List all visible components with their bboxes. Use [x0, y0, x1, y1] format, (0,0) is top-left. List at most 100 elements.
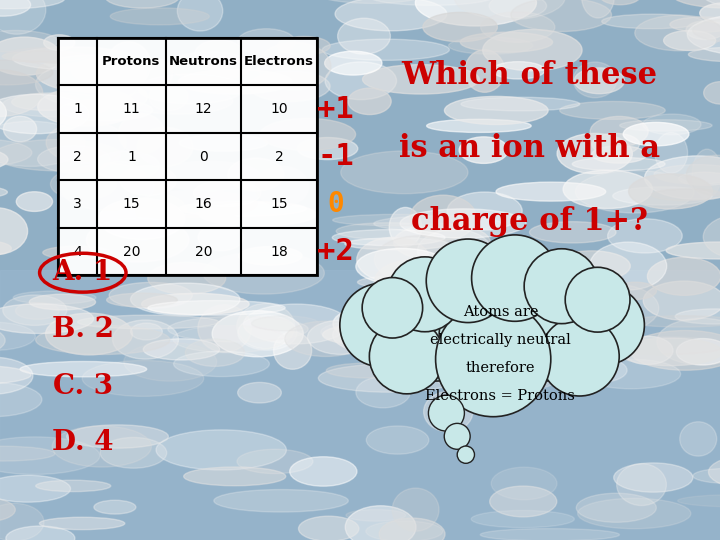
- Ellipse shape: [12, 47, 135, 70]
- Text: B. 2: B. 2: [52, 316, 114, 343]
- Ellipse shape: [444, 97, 548, 125]
- Ellipse shape: [15, 302, 59, 319]
- Ellipse shape: [357, 238, 430, 282]
- Ellipse shape: [664, 31, 716, 50]
- Ellipse shape: [652, 189, 720, 201]
- Ellipse shape: [565, 286, 644, 364]
- Ellipse shape: [82, 361, 204, 396]
- Ellipse shape: [655, 132, 688, 173]
- Ellipse shape: [686, 21, 720, 39]
- Ellipse shape: [577, 498, 691, 529]
- Ellipse shape: [693, 149, 720, 198]
- Ellipse shape: [195, 40, 244, 68]
- Text: 0: 0: [199, 150, 208, 164]
- Ellipse shape: [573, 62, 617, 98]
- Ellipse shape: [325, 51, 382, 75]
- Ellipse shape: [363, 65, 480, 94]
- Text: 11: 11: [122, 102, 140, 116]
- Ellipse shape: [620, 120, 712, 131]
- Ellipse shape: [149, 83, 188, 111]
- Ellipse shape: [46, 122, 126, 164]
- Ellipse shape: [439, 281, 547, 389]
- Ellipse shape: [179, 201, 307, 217]
- Ellipse shape: [374, 236, 464, 284]
- Ellipse shape: [277, 36, 330, 55]
- Ellipse shape: [613, 463, 693, 492]
- Ellipse shape: [700, 3, 720, 23]
- Ellipse shape: [547, 257, 581, 282]
- Ellipse shape: [168, 52, 252, 80]
- Ellipse shape: [489, 0, 546, 18]
- Ellipse shape: [491, 467, 557, 500]
- Ellipse shape: [390, 207, 422, 247]
- Ellipse shape: [256, 166, 309, 206]
- Ellipse shape: [0, 322, 35, 350]
- FancyBboxPatch shape: [58, 38, 317, 275]
- Text: 20: 20: [194, 245, 212, 259]
- Ellipse shape: [0, 446, 55, 461]
- Ellipse shape: [325, 62, 397, 99]
- Text: 4: 4: [73, 245, 82, 259]
- Ellipse shape: [6, 526, 75, 540]
- Ellipse shape: [0, 94, 89, 134]
- Ellipse shape: [333, 309, 389, 339]
- Ellipse shape: [647, 258, 720, 295]
- Ellipse shape: [0, 498, 15, 522]
- Ellipse shape: [557, 133, 632, 174]
- Ellipse shape: [428, 395, 464, 431]
- Ellipse shape: [130, 283, 240, 315]
- Ellipse shape: [366, 426, 429, 454]
- Ellipse shape: [0, 93, 6, 133]
- Ellipse shape: [529, 222, 616, 243]
- Ellipse shape: [307, 320, 374, 354]
- Ellipse shape: [670, 17, 720, 32]
- Ellipse shape: [362, 278, 423, 338]
- Ellipse shape: [599, 0, 641, 5]
- Ellipse shape: [138, 127, 193, 166]
- Ellipse shape: [0, 208, 27, 254]
- Ellipse shape: [459, 137, 508, 164]
- Text: 3: 3: [73, 197, 82, 211]
- Ellipse shape: [481, 287, 566, 330]
- Ellipse shape: [606, 337, 720, 354]
- Ellipse shape: [185, 339, 245, 367]
- Ellipse shape: [582, 0, 614, 18]
- Ellipse shape: [387, 257, 462, 332]
- Ellipse shape: [444, 423, 470, 449]
- Ellipse shape: [666, 242, 720, 259]
- Ellipse shape: [686, 155, 720, 195]
- Ellipse shape: [343, 306, 466, 340]
- Ellipse shape: [356, 377, 410, 408]
- Ellipse shape: [119, 113, 164, 154]
- Ellipse shape: [356, 248, 447, 285]
- Ellipse shape: [67, 425, 168, 448]
- Ellipse shape: [0, 325, 5, 355]
- Ellipse shape: [461, 97, 580, 111]
- Ellipse shape: [0, 503, 44, 540]
- Text: 2: 2: [274, 150, 284, 164]
- Text: +1: +1: [317, 94, 354, 124]
- Ellipse shape: [518, 314, 636, 347]
- Ellipse shape: [480, 529, 619, 540]
- Ellipse shape: [0, 0, 46, 34]
- Ellipse shape: [423, 12, 498, 42]
- Ellipse shape: [157, 161, 261, 191]
- Ellipse shape: [99, 161, 139, 180]
- Text: C. 3: C. 3: [53, 373, 113, 400]
- Ellipse shape: [323, 322, 445, 347]
- Ellipse shape: [36, 326, 170, 354]
- Ellipse shape: [500, 308, 598, 350]
- Ellipse shape: [333, 214, 459, 226]
- Ellipse shape: [2, 51, 87, 62]
- Ellipse shape: [237, 303, 294, 349]
- Ellipse shape: [423, 392, 473, 432]
- Ellipse shape: [438, 248, 552, 261]
- Ellipse shape: [168, 316, 308, 342]
- Ellipse shape: [30, 294, 96, 310]
- Ellipse shape: [369, 274, 460, 321]
- Ellipse shape: [0, 365, 31, 385]
- Ellipse shape: [590, 242, 667, 290]
- Ellipse shape: [0, 30, 58, 52]
- Text: 15: 15: [122, 197, 140, 211]
- Ellipse shape: [703, 82, 720, 104]
